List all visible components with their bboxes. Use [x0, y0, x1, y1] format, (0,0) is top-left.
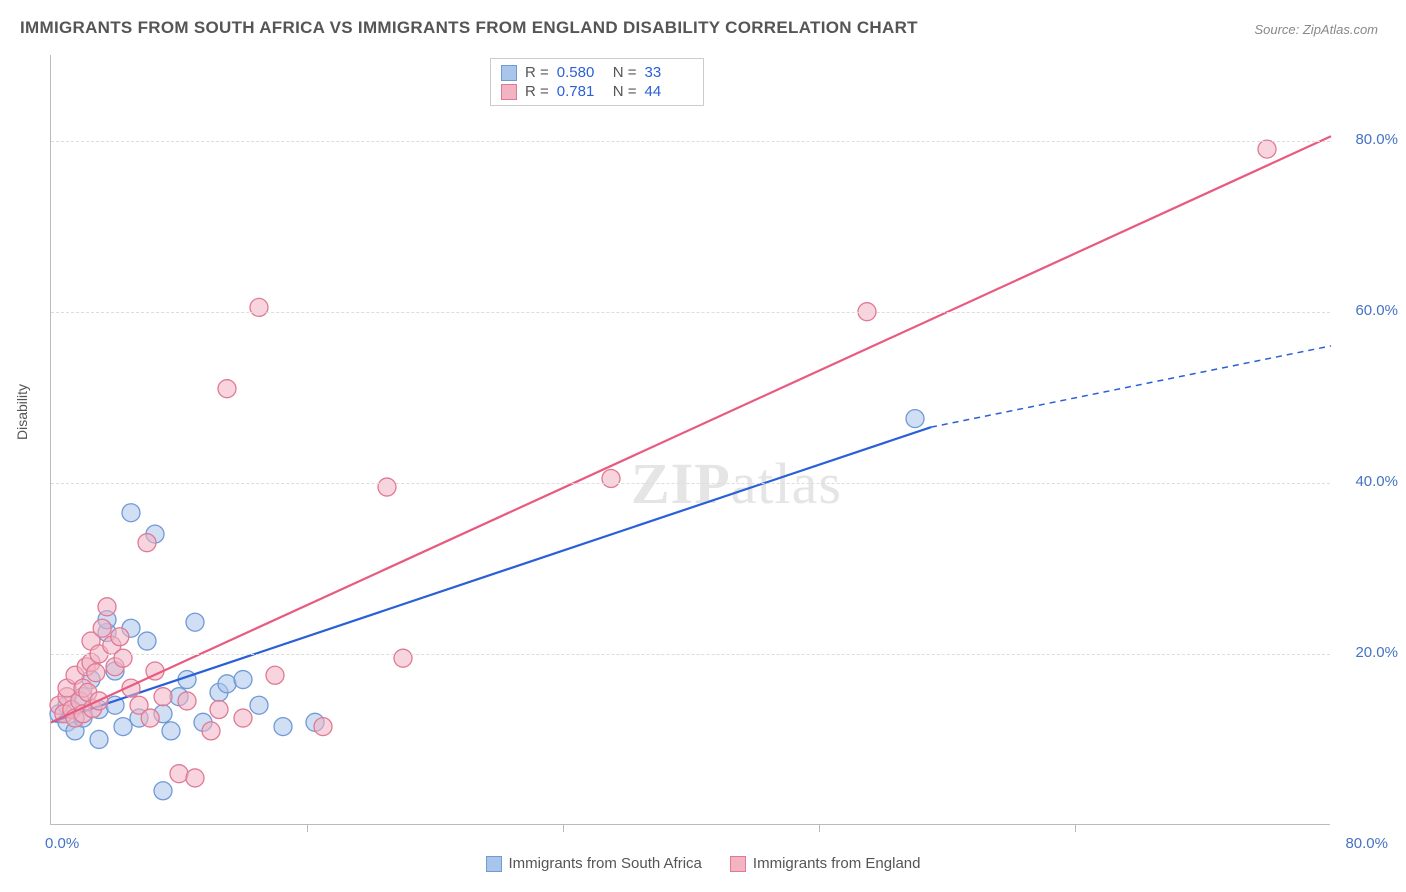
legend-swatch — [486, 856, 502, 872]
stat-n-value: 33 — [645, 64, 693, 81]
data-point — [218, 380, 236, 398]
y-tick-label: 60.0% — [1355, 302, 1398, 319]
stat-n-label: N = — [613, 64, 637, 81]
data-point — [602, 470, 620, 488]
data-point — [394, 649, 412, 667]
plot-svg — [51, 55, 1330, 824]
data-point — [87, 664, 105, 682]
x-tick-label: 80.0% — [1345, 835, 1388, 852]
stats-row: R = 0.580 N = 33 — [501, 63, 693, 82]
data-point — [250, 696, 268, 714]
y-tick-label: 40.0% — [1355, 473, 1398, 490]
data-point — [114, 649, 132, 667]
data-point — [141, 709, 159, 727]
data-point — [186, 769, 204, 787]
trend-line — [51, 427, 931, 722]
gridline — [51, 654, 1330, 655]
data-point — [218, 675, 236, 693]
data-point — [111, 628, 129, 646]
data-point — [122, 504, 140, 522]
data-point — [234, 671, 252, 689]
trend-line — [51, 136, 1331, 722]
data-point — [170, 765, 188, 783]
x-tick — [1075, 824, 1076, 832]
y-axis-label: Disability — [14, 384, 30, 440]
x-tick — [563, 824, 564, 832]
gridline — [51, 483, 1330, 484]
stat-r-label: R = — [525, 64, 549, 81]
stat-n-value: 44 — [645, 83, 693, 100]
stat-r-value: 0.781 — [557, 83, 605, 100]
data-point — [906, 410, 924, 428]
legend-label: Immigrants from England — [753, 855, 921, 872]
data-point — [210, 701, 228, 719]
legend-swatch — [501, 65, 517, 81]
data-point — [266, 666, 284, 684]
series-legend: Immigrants from South Africa Immigrants f… — [0, 855, 1406, 872]
chart-title: IMMIGRANTS FROM SOUTH AFRICA VS IMMIGRAN… — [20, 18, 918, 38]
data-point — [1258, 140, 1276, 158]
gridline — [51, 312, 1330, 313]
gridline — [51, 141, 1330, 142]
data-point — [274, 718, 292, 736]
data-point — [154, 688, 172, 706]
data-point — [138, 632, 156, 650]
x-tick-label: 0.0% — [45, 835, 79, 852]
stat-r-value: 0.580 — [557, 64, 605, 81]
x-tick — [819, 824, 820, 832]
legend-swatch — [730, 856, 746, 872]
legend-item: Immigrants from South Africa — [486, 855, 702, 872]
data-point — [154, 782, 172, 800]
stat-n-label: N = — [613, 83, 637, 100]
data-point — [93, 619, 111, 637]
data-point — [90, 730, 108, 748]
data-point — [202, 722, 220, 740]
y-tick-label: 20.0% — [1355, 644, 1398, 661]
data-point — [314, 718, 332, 736]
data-point — [186, 613, 204, 631]
plot-area: ZIPatlas 20.0%40.0%60.0%80.0%0.0%80.0% — [50, 55, 1330, 825]
legend-item: Immigrants from England — [730, 855, 921, 872]
stats-legend: R = 0.580 N = 33 R = 0.781 N = 44 — [490, 58, 704, 106]
data-point — [250, 298, 268, 316]
data-point — [98, 598, 116, 616]
data-point — [138, 534, 156, 552]
trend-line-extrapolated — [931, 346, 1331, 427]
data-point — [162, 722, 180, 740]
correlation-chart: IMMIGRANTS FROM SOUTH AFRICA VS IMMIGRAN… — [0, 0, 1406, 892]
stat-r-label: R = — [525, 83, 549, 100]
source-label: Source: ZipAtlas.com — [1254, 22, 1378, 37]
legend-label: Immigrants from South Africa — [509, 855, 702, 872]
data-point — [234, 709, 252, 727]
data-point — [378, 478, 396, 496]
data-point — [178, 692, 196, 710]
y-tick-label: 80.0% — [1355, 131, 1398, 148]
stats-row: R = 0.781 N = 44 — [501, 82, 693, 101]
legend-swatch — [501, 84, 517, 100]
data-point — [114, 718, 132, 736]
x-tick — [307, 824, 308, 832]
